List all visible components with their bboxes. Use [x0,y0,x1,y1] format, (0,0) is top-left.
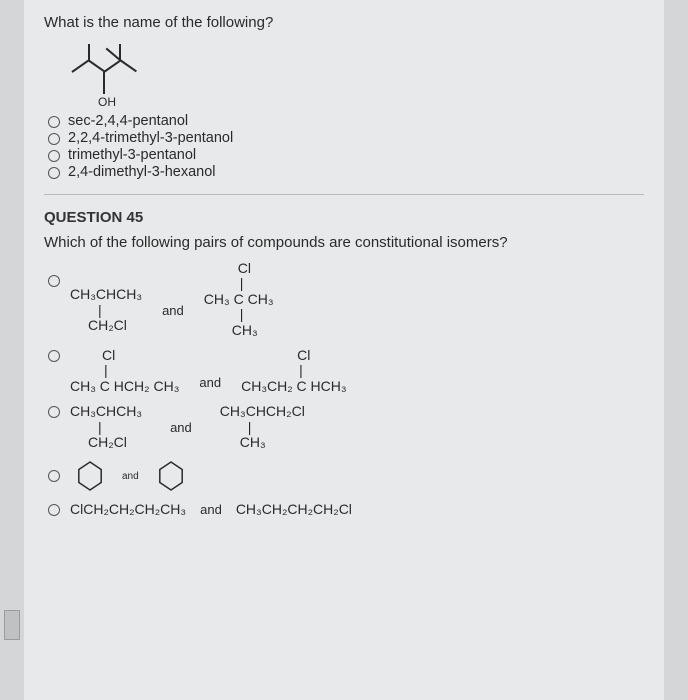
radio-icon[interactable] [48,167,60,179]
chem-struct-right: CH₃CH₂CH₂CH₂Cl [236,502,352,517]
option-row[interactable]: 2,4-dimethyl-3-hexanol [48,164,644,180]
radio-icon[interactable] [48,150,60,162]
option-row[interactable]: trimethyl-3-pentanol [48,147,644,163]
chem-struct-right: Cl | CH₃CH₂ C HCH₃ [241,348,347,394]
option-row[interactable]: CH₃CHCH₃ | CH₂Cl and CH₃CHCH₂Cl | CH₃ [48,404,644,450]
option-row[interactable]: CH₃CHCH₃ | CH₂Cl and Cl | CH₃ C CH₃ | CH… [48,261,644,338]
radio-icon[interactable] [48,116,60,128]
option-row[interactable]: ClCH₂CH₂CH₂CH₃ and CH₃CH₂CH₂CH₂Cl [48,502,644,517]
hexagon-icon [76,460,104,492]
divider [44,194,644,195]
radio-icon[interactable] [48,350,60,362]
question-45-heading: QUESTION 45 [44,209,644,226]
radio-icon[interactable] [48,470,60,482]
question-45-prompt: Which of the following pairs of compound… [44,234,644,251]
radio-icon[interactable] [48,133,60,145]
chem-struct-right: CH₃CHCH₂Cl | CH₃ [220,404,305,450]
option-row[interactable]: sec-2,4,4-pentanol [48,113,644,129]
hexagon-icon [157,460,185,492]
page-content: What is the name of the following? OH se… [24,0,664,700]
and-text: and [200,502,222,517]
chem-content: and [76,460,185,492]
question-44-prompt: What is the name of the following? [44,14,644,31]
option-label: 2,2,4-trimethyl-3-pentanol [68,130,233,146]
chem-content: CH₃CHCH₃ | CH₂Cl and Cl | CH₃ C CH₃ | CH… [70,261,274,338]
option-row[interactable]: Cl | CH₃ C HCH₂ CH₃ and Cl | CH₃CH₂ C HC… [48,348,644,394]
chem-content: ClCH₂CH₂CH₂CH₃ and CH₃CH₂CH₂CH₂Cl [70,502,352,517]
question-45-options: CH₃CHCH₃ | CH₂Cl and Cl | CH₃ C CH₃ | CH… [48,261,644,518]
chem-struct-left: ClCH₂CH₂CH₂CH₃ [70,502,186,517]
radio-icon[interactable] [48,275,60,287]
option-label: 2,4-dimethyl-3-hexanol [68,164,216,180]
molecule-structure: OH [62,41,182,111]
chem-struct-left: CH₃CHCH₃ | CH₂Cl [70,404,142,450]
chem-struct-right: Cl | CH₃ C CH₃ | CH₃ [204,261,274,338]
option-row[interactable]: and [48,460,644,492]
radio-icon[interactable] [48,406,60,418]
and-text: and [199,375,221,390]
side-tab[interactable] [4,610,20,640]
option-label: sec-2,4,4-pentanol [68,113,188,129]
chem-struct-left: Cl | CH₃ C HCH₂ CH₃ [70,348,179,394]
chem-content: Cl | CH₃ C HCH₂ CH₃ and Cl | CH₃CH₂ C HC… [70,348,347,394]
chem-content: CH₃CHCH₃ | CH₂Cl and CH₃CHCH₂Cl | CH₃ [70,404,305,450]
and-text: and [170,420,192,435]
oh-label: OH [98,95,116,109]
option-label: trimethyl-3-pentanol [68,147,196,163]
question-44-options: sec-2,4,4-pentanol 2,2,4-trimethyl-3-pen… [48,113,644,180]
and-text: and [162,303,184,318]
option-row[interactable]: 2,2,4-trimethyl-3-pentanol [48,130,644,146]
chem-struct-left: CH₃CHCH₃ | CH₂Cl [70,287,142,333]
and-text: and [122,471,139,482]
radio-icon[interactable] [48,504,60,516]
